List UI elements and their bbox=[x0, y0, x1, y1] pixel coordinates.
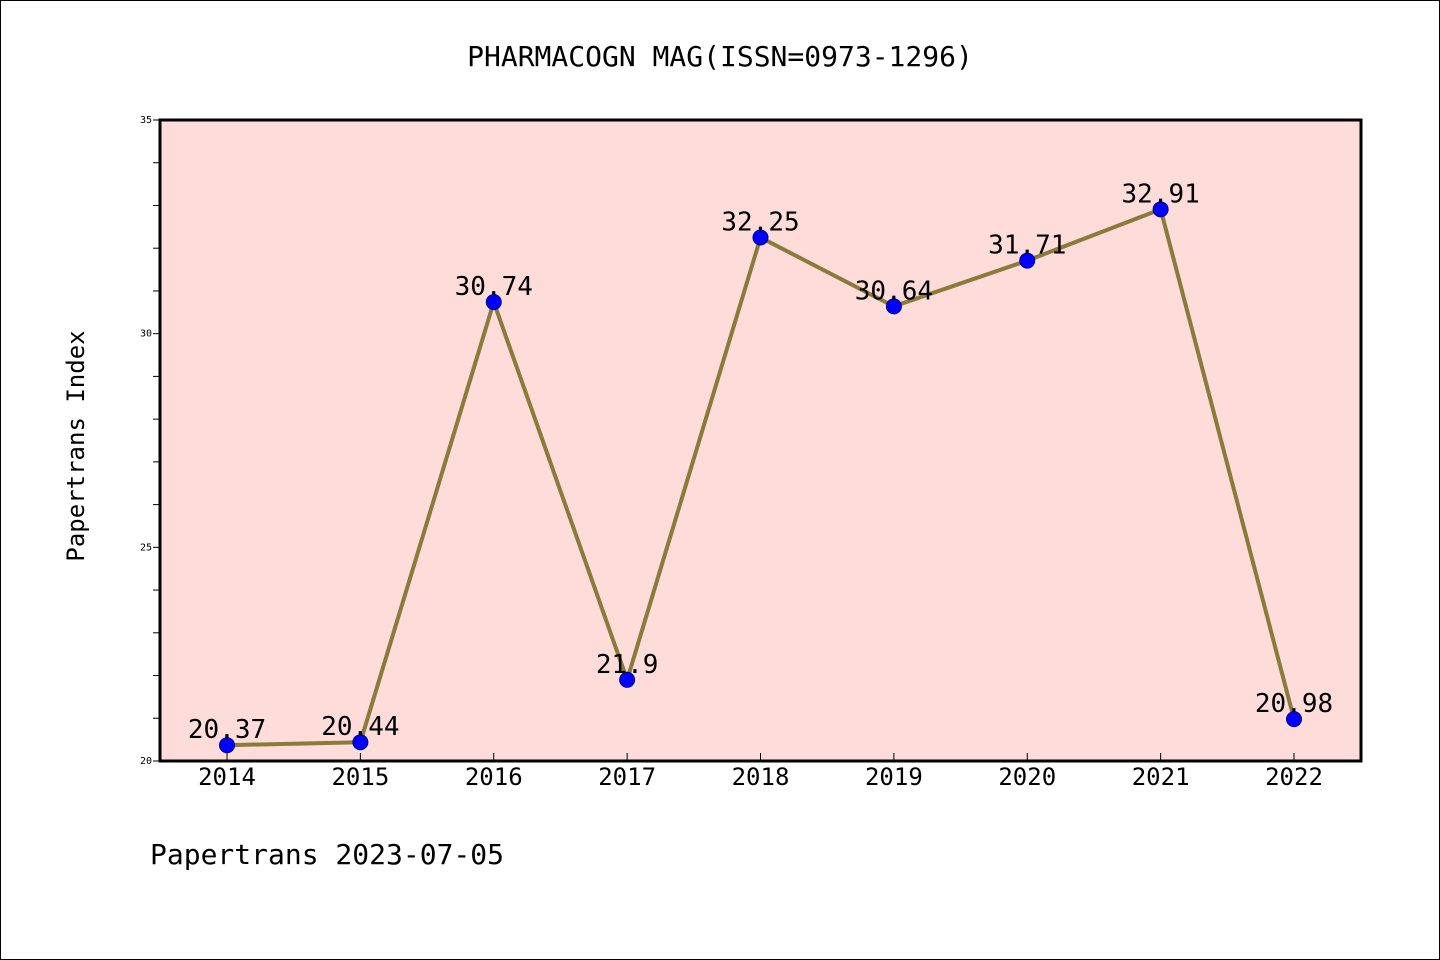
x-tick-label: 2015 bbox=[331, 763, 389, 791]
data-label: 32.91 bbox=[1121, 179, 1199, 209]
x-tick-label: 2016 bbox=[465, 763, 523, 791]
x-tick-label: 2018 bbox=[732, 763, 790, 791]
data-point bbox=[352, 734, 369, 751]
x-tick-label: 2017 bbox=[598, 763, 656, 791]
x-tick-label: 2022 bbox=[1265, 763, 1323, 791]
y-axis-label: Papertrans Index bbox=[62, 330, 90, 561]
data-label: 30.64 bbox=[855, 276, 933, 306]
y-tick-label: 35 bbox=[140, 115, 152, 126]
data-point bbox=[1019, 252, 1036, 269]
data-label: 32.25 bbox=[721, 208, 799, 238]
x-axis-ticks: 2014 2015 2016 2017 2018 2019 2020 2021 2022 bbox=[198, 753, 1323, 791]
data-labels: 20.37 20.44 30.74 21.9 32.25 30.64 31.71 32.91 2… bbox=[188, 179, 1333, 745]
footer-date-label: Papertrans 2023-07-05 bbox=[150, 838, 504, 871]
data-points bbox=[219, 201, 1302, 754]
data-label: 20.98 bbox=[1255, 689, 1333, 719]
x-tick-label: 2020 bbox=[998, 763, 1056, 791]
data-point bbox=[485, 294, 502, 311]
y-tick-label: 25 bbox=[140, 542, 152, 553]
data-point bbox=[1286, 711, 1302, 728]
x-tick-label: 2021 bbox=[1132, 763, 1190, 791]
data-point bbox=[885, 298, 902, 315]
chart-title: PHARMACOGN MAG(ISSN=0973-1296) bbox=[467, 40, 973, 73]
y-axis-ticks: 20 25 30 35 bbox=[140, 115, 160, 767]
data-point bbox=[219, 737, 235, 754]
data-label: 21.9 bbox=[596, 650, 659, 680]
y-tick-label: 20 bbox=[140, 756, 152, 767]
data-point bbox=[619, 671, 636, 688]
x-tick-label: 2014 bbox=[198, 763, 256, 791]
x-tick-label: 2019 bbox=[865, 763, 923, 791]
plot-area bbox=[158, 118, 1363, 763]
y-tick-label: 30 bbox=[140, 329, 152, 340]
data-label: 20.44 bbox=[321, 712, 399, 742]
data-label: 30.74 bbox=[455, 272, 533, 302]
data-label: 20.37 bbox=[188, 715, 266, 745]
data-label: 31.71 bbox=[988, 231, 1066, 261]
data-point bbox=[1152, 201, 1169, 218]
data-point bbox=[752, 229, 769, 246]
